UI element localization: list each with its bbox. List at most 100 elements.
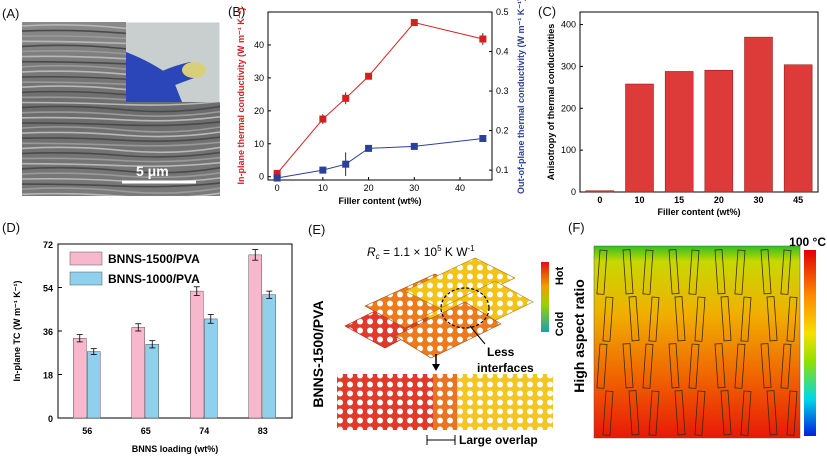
data-point xyxy=(365,72,373,80)
filler-strip xyxy=(694,296,706,342)
sem-layer xyxy=(22,121,220,127)
x-tick-label: 56 xyxy=(82,426,92,436)
y-axis-label: Anisotropy of thermal conductivities xyxy=(546,24,556,181)
y-tick-label: 18 xyxy=(43,371,53,381)
bar xyxy=(783,64,813,193)
y2-axis-label: Out-of-plane thermal conductivity (W m⁻¹… xyxy=(516,0,526,194)
sem-layer xyxy=(22,166,220,174)
panel-a-sem-image: 5 μm xyxy=(22,22,220,196)
data-point xyxy=(479,134,487,142)
rc-subscript: c xyxy=(376,252,380,261)
filler-strip xyxy=(714,249,726,295)
sem-layer xyxy=(22,146,220,154)
filler-strip xyxy=(780,249,792,295)
f-vertical-label: High aspect ratio xyxy=(571,279,587,393)
sem-layer xyxy=(22,126,220,133)
y2-tick-label: 0.2 xyxy=(496,126,509,136)
filler-strip xyxy=(674,296,686,342)
filler-strip xyxy=(740,390,752,436)
sem-layer xyxy=(22,151,220,158)
y-tick-label: 400 xyxy=(561,20,576,30)
filler-strip xyxy=(760,249,772,295)
y2-tick-label: 0.3 xyxy=(496,86,509,96)
y-tick-label: 10 xyxy=(254,139,264,149)
data-point xyxy=(342,94,350,102)
series-line xyxy=(277,137,483,179)
x-tick-label: 0 xyxy=(597,195,602,205)
svg-text:Rc = 1.1 × 105 K W-1: Rc = 1.1 × 105 K W-1 xyxy=(367,244,475,261)
filler-strip xyxy=(694,390,706,436)
filler-strip xyxy=(642,343,654,389)
filler-strip xyxy=(648,390,660,436)
bar xyxy=(131,327,145,419)
y-tick-label: 72 xyxy=(43,240,53,250)
large-overlap-label: Large overlap xyxy=(459,433,538,447)
filler-strip xyxy=(668,343,680,389)
sem-layer xyxy=(22,182,220,188)
y2-tick-label: 0.4 xyxy=(496,47,509,57)
filler-strip xyxy=(628,296,640,342)
sem-layer xyxy=(22,131,220,138)
y2-tick-label: 0.1 xyxy=(496,165,509,175)
filler-strip xyxy=(766,296,778,342)
panel-c-label: (C) xyxy=(538,4,557,19)
filler-strip xyxy=(596,249,608,295)
filler-strip xyxy=(720,390,732,436)
y-tick-label: 20 xyxy=(254,106,264,116)
sem-layer xyxy=(22,156,220,163)
filler-strip xyxy=(674,390,686,436)
chart-b: 0 10 20 30 40 0 10 20 30 40 0.1 0.2 0.3 0.4 0.5 Filler … xyxy=(236,0,526,206)
panel-e-label: (E) xyxy=(308,222,326,237)
sem-layer xyxy=(22,100,220,106)
scale-bar-label: 5 μm xyxy=(136,163,169,179)
data-point xyxy=(273,169,281,177)
y-tick-label: 30 xyxy=(254,73,264,83)
x-axis-label: Filler content (wt%) xyxy=(339,196,422,206)
y-tick-label: 54 xyxy=(43,284,53,294)
rc-unit-exponent: -1 xyxy=(468,244,476,253)
panel-f-simulation: High aspect ratio 100 °C xyxy=(571,236,826,439)
less-label: Less xyxy=(487,345,515,359)
y-tick-label: 40 xyxy=(254,40,264,50)
sem-layer xyxy=(22,192,220,196)
panel-a-label: (A) xyxy=(2,6,20,21)
filler-strip xyxy=(760,343,772,389)
rc-symbol: R xyxy=(367,245,376,259)
x-tick-label: 15 xyxy=(674,195,684,205)
bar xyxy=(204,318,218,419)
filler-strip xyxy=(688,249,700,295)
bar xyxy=(664,71,694,193)
series-line xyxy=(276,21,483,174)
y-tick-label: 200 xyxy=(561,103,576,113)
filler-strip xyxy=(714,343,726,389)
bar xyxy=(625,83,654,193)
x-tick-label: 30 xyxy=(409,183,419,193)
chart-c: 0 100 200 300 400 0 10 15 20 30 45 Filler content (… xyxy=(546,11,819,217)
plot-frame xyxy=(267,11,493,181)
filler-strip xyxy=(668,249,680,295)
panel-f-label: (F) xyxy=(568,220,585,235)
filler-strip xyxy=(734,343,746,389)
data-point xyxy=(342,160,350,168)
filler-strip xyxy=(602,296,614,342)
filler-strip xyxy=(786,390,798,436)
filler-strip xyxy=(766,390,778,436)
bar xyxy=(145,344,159,419)
rc-value: = 1.1 × 10 xyxy=(380,245,438,259)
data-point xyxy=(365,144,373,152)
y-axis-label: In-plane TC (W m⁻¹ K⁻¹) xyxy=(12,281,22,382)
temp-label: 100 °C xyxy=(789,236,826,249)
filler-strip xyxy=(688,343,700,389)
filler-strip xyxy=(602,390,614,436)
x-tick-label: 0 xyxy=(275,183,280,193)
filler-strip xyxy=(720,296,732,342)
filler-strip xyxy=(780,343,792,389)
x-tick-label: 74 xyxy=(199,426,209,436)
filler-strip xyxy=(734,249,746,295)
x-tick-label: 83 xyxy=(258,426,268,436)
filler-strip xyxy=(642,249,654,295)
sem-layer xyxy=(22,187,220,194)
sem-layer xyxy=(22,110,220,117)
bar xyxy=(73,338,87,419)
sem-layer xyxy=(22,161,220,168)
